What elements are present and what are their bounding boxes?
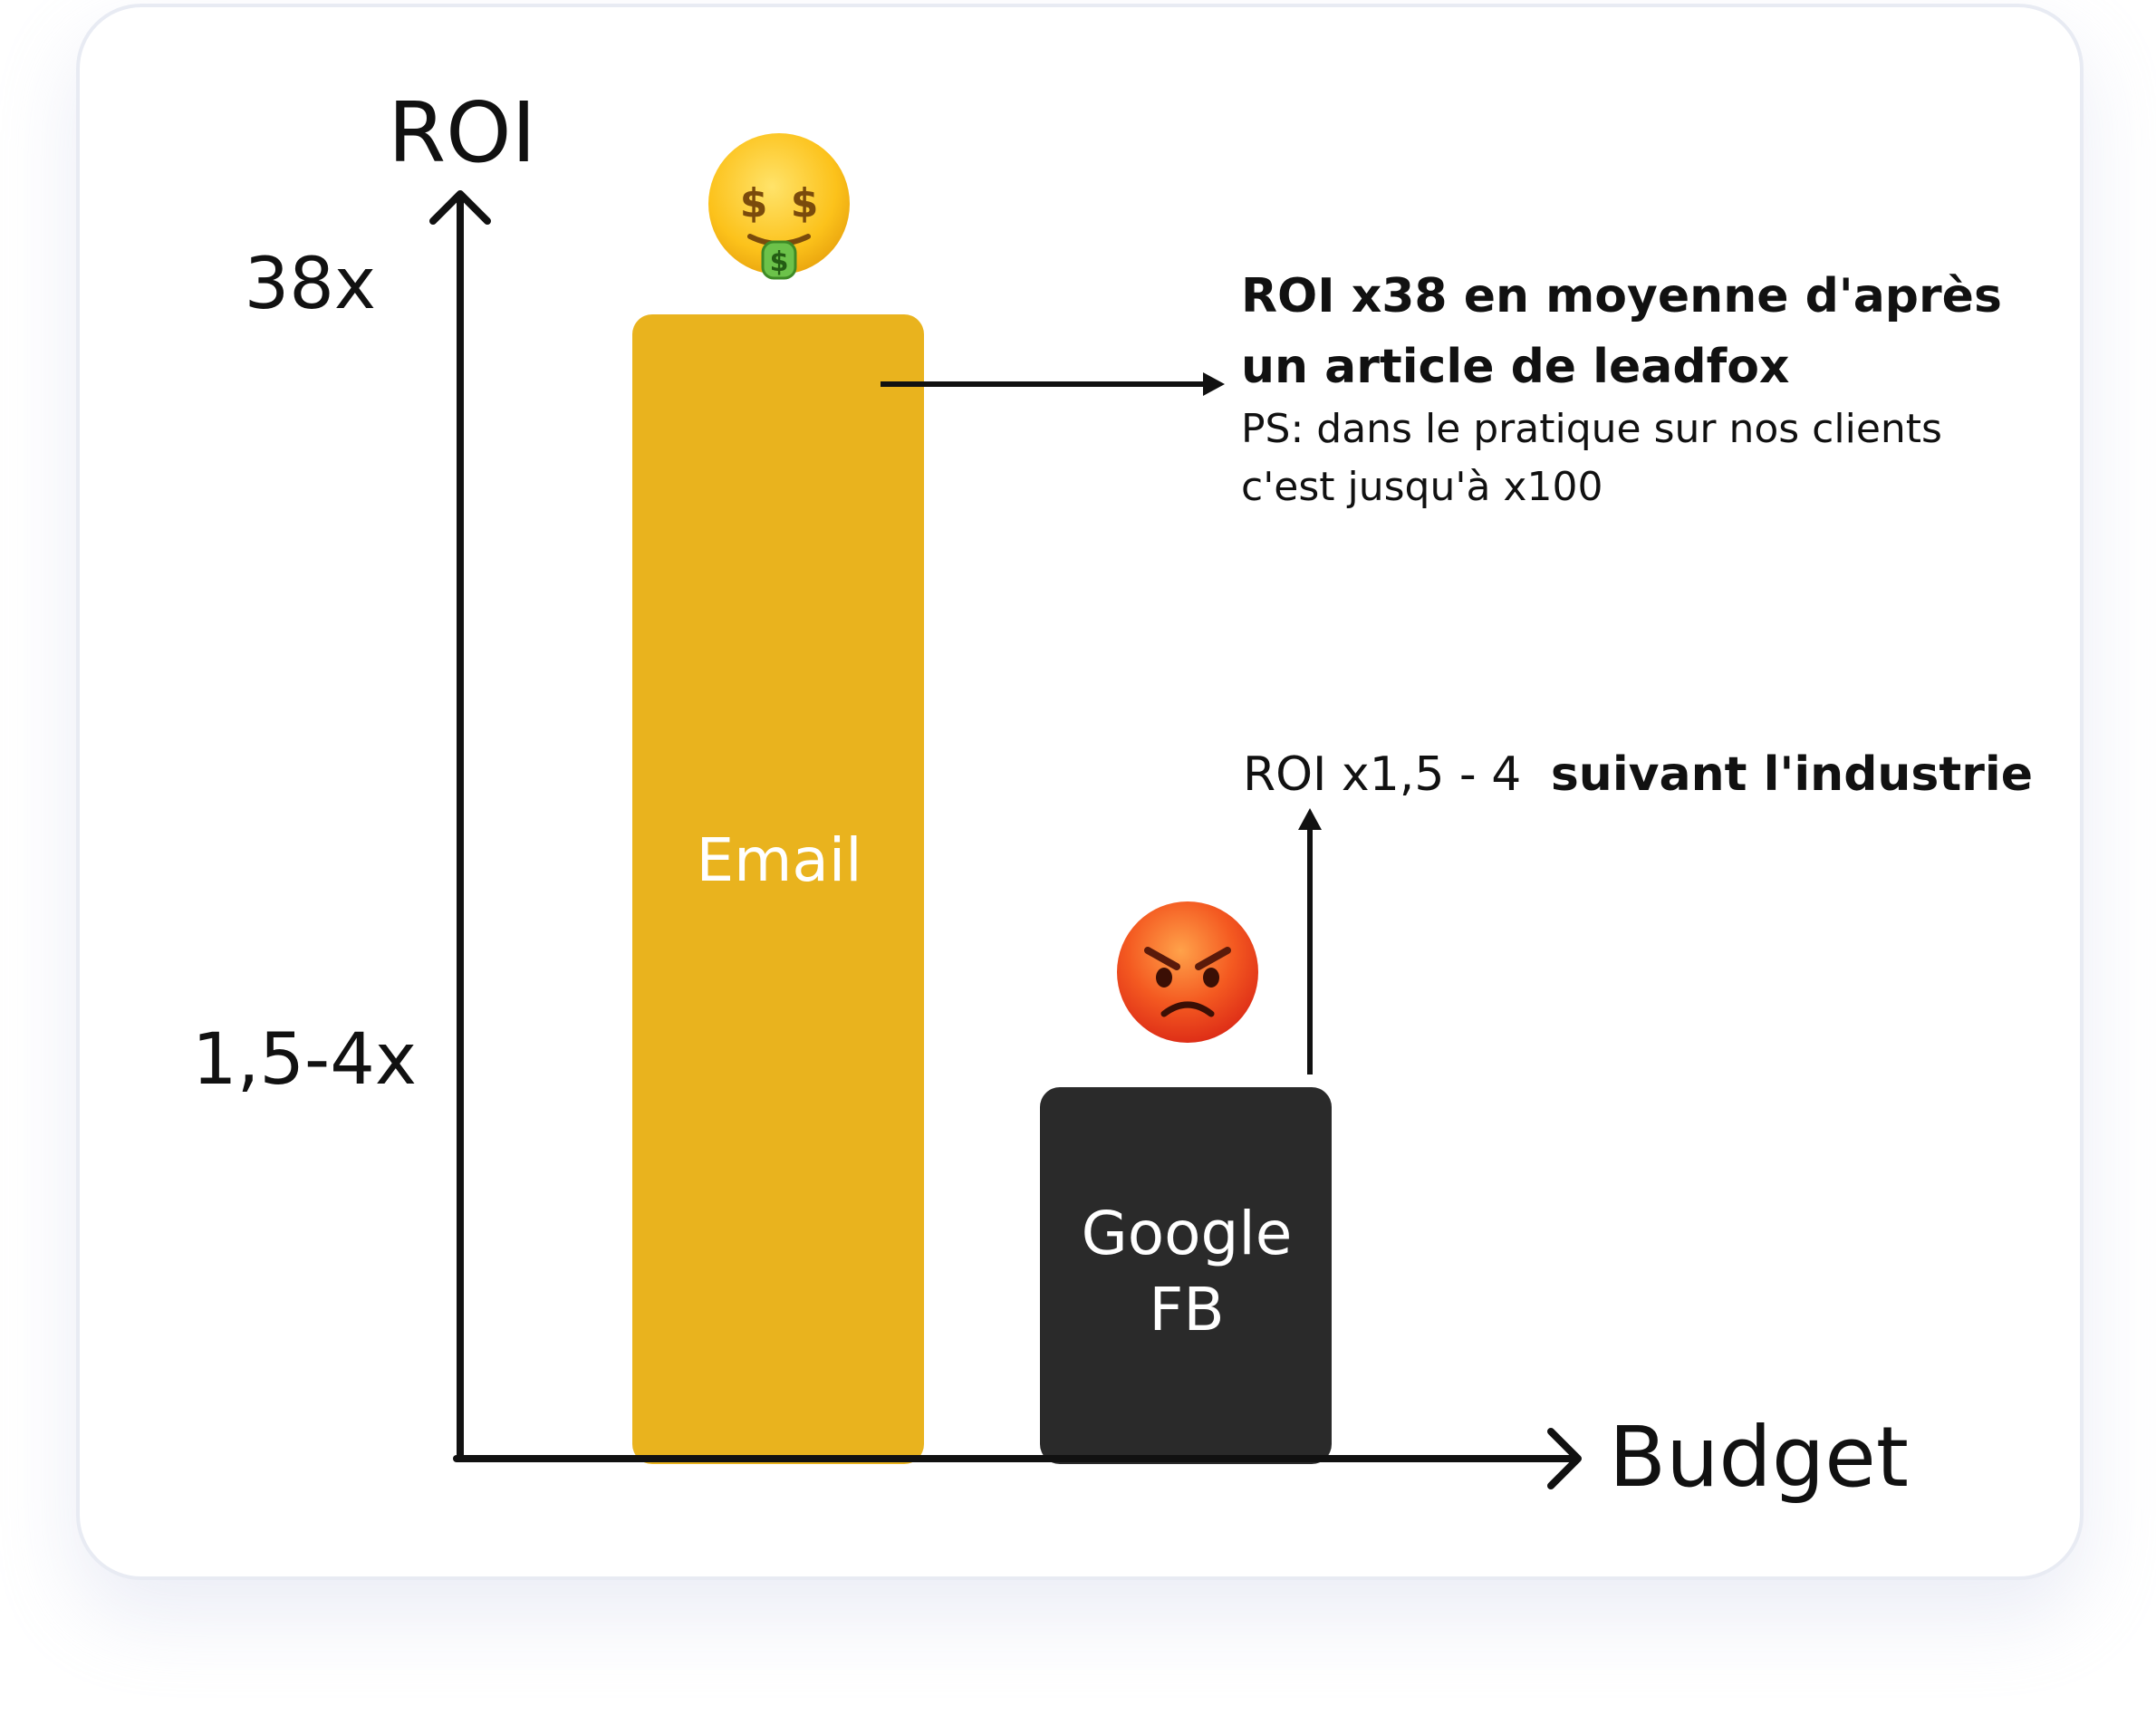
email-annotation-line-2: c'est jusqu'à x100 [1241,464,1603,510]
y-axis-title: ROI [388,84,535,181]
y-tick-38x: 38x [245,244,376,325]
bar-label-google: Google [1082,1199,1293,1268]
bar-label-email: Email [696,825,861,895]
svg-text:$: $ [770,246,789,278]
bars-group [632,314,1332,1464]
y-tick-1-5-4x: 1,5-4x [192,1019,417,1101]
svg-text:$: $ [791,180,819,226]
bar-label-fb: FB [1149,1275,1224,1344]
email-annotation-line-1: PS: dans le pratique sur nos clients [1241,406,1942,452]
x-axis [453,1428,1582,1489]
bar-google-fb [1040,1087,1332,1464]
y-axis-arrowhead [429,190,491,225]
angry-face-icon [1117,901,1258,1043]
email-annotation-arrow [881,372,1225,396]
x-axis-title: Budget [1609,1409,1909,1506]
money-mouth-face-icon: $ $ $ [708,133,850,280]
x-axis-arrowhead [1547,1428,1582,1489]
bar-email [632,314,924,1464]
google-fb-annotation: ROI x1,5 - 4 suivant l'industrie [1243,747,2033,802]
svg-text:$: $ [740,180,768,226]
y-axis [429,190,491,1462]
email-annotation-bold-line-2: un article de leadfox [1241,340,1789,394]
google-fb-annotation-arrow [1298,808,1322,1075]
email-annotation-bold-line-1: ROI x38 en moyenne d'après [1241,269,2002,323]
google-fb-annotation-prefix: ROI x1,5 - 4 [1243,747,1521,802]
google-fb-annotation-bold: suivant l'industrie [1551,747,2033,802]
